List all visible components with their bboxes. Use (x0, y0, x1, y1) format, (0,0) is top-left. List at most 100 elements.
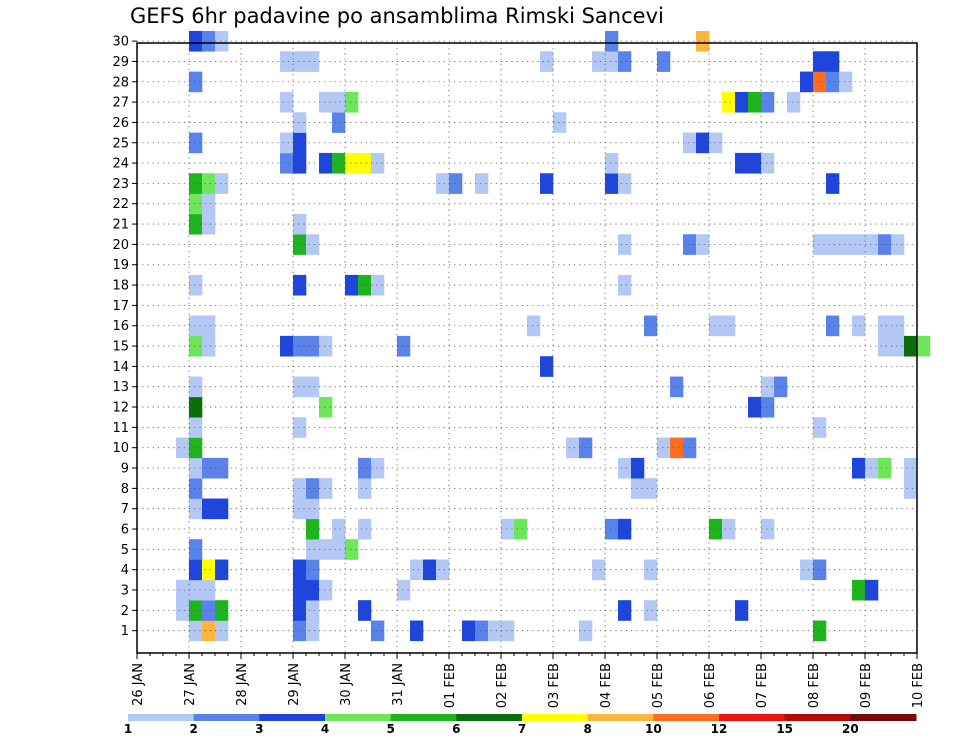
precip-cell (319, 335, 333, 357)
precip-cell (306, 518, 320, 540)
precip-cell (826, 315, 840, 337)
precip-cell (410, 559, 424, 581)
precip-cell (683, 132, 697, 154)
colorbar-label: 15 (776, 722, 793, 736)
precip-cell (865, 579, 879, 601)
precip-cell (514, 518, 528, 540)
y-axis: 1234567891011121314151617181920212223242… (112, 35, 137, 639)
x-tick-label: 30 JAN (339, 663, 354, 706)
precip-cell (332, 91, 346, 113)
precip-cell (410, 620, 424, 642)
precip-cell (748, 152, 762, 174)
precip-cell (293, 112, 307, 133)
precip-cell (709, 132, 723, 154)
precip-cell (436, 559, 450, 581)
precip-cell (371, 274, 385, 296)
y-tick-label: 29 (112, 55, 129, 70)
y-tick-label: 20 (112, 238, 129, 253)
precip-cell (293, 498, 307, 520)
precip-cell (319, 579, 333, 601)
precip-cell (605, 51, 619, 72)
precip-cell (293, 51, 307, 72)
precip-cell (293, 213, 307, 235)
precip-cell (189, 30, 203, 52)
precip-cell (189, 335, 203, 357)
precip-cell (189, 498, 203, 520)
precip-cell (748, 396, 762, 418)
precip-cell (618, 234, 632, 255)
x-tick-label: 06 FEB (703, 663, 718, 708)
colorbar-swatch (456, 714, 523, 721)
precip-cell (761, 518, 775, 540)
precip-cell (306, 539, 320, 560)
precip-cell (813, 71, 827, 93)
y-tick-label: 15 (112, 340, 129, 355)
precip-cell (332, 152, 346, 174)
y-tick-label: 24 (112, 157, 129, 172)
precip-cell (761, 376, 775, 398)
x-tick-label: 29 JAN (287, 663, 302, 706)
precip-cell (215, 30, 229, 52)
precip-cell (436, 173, 450, 194)
precip-cell (189, 376, 203, 398)
precip-cell (683, 234, 697, 255)
precip-cell (761, 152, 775, 174)
precip-cell (891, 335, 905, 357)
colorbar-label: 10 (645, 722, 662, 736)
precip-cell (189, 132, 203, 154)
precip-cell (189, 579, 203, 601)
precip-cell (202, 173, 216, 194)
y-tick-label: 10 (112, 441, 129, 456)
x-tick-label: 09 FEB (859, 663, 874, 708)
colorbar-label: 12 (711, 722, 728, 736)
x-tick-label: 28 JAN (235, 663, 250, 706)
colorbar-swatch (128, 714, 195, 721)
precip-cell (358, 518, 372, 540)
precip-cell (280, 335, 294, 357)
precip-cell (618, 518, 632, 540)
precip-cell (631, 478, 645, 499)
precip-cell (761, 396, 775, 418)
precip-cell (657, 437, 671, 459)
precip-cell (189, 396, 203, 418)
y-tick-label: 17 (112, 299, 129, 314)
precip-cell (605, 30, 619, 52)
precip-cell (345, 91, 359, 113)
chart-title: GEFS 6hr padavine po ansamblima Rimski S… (130, 4, 664, 28)
colorbar-label: 1 (124, 722, 132, 736)
precip-cell (306, 600, 320, 621)
precip-cell (579, 620, 593, 642)
colorbar-swatch (850, 714, 917, 721)
precip-cell (293, 620, 307, 642)
precip-cell (618, 173, 632, 194)
x-tick-label: 04 FEB (599, 663, 614, 708)
precip-cell (813, 559, 827, 581)
precip-cell (878, 335, 892, 357)
y-tick-label: 12 (112, 401, 129, 416)
precip-cell (215, 559, 229, 581)
precip-cell (306, 559, 320, 581)
precip-cell (332, 539, 346, 560)
precip-cell (774, 376, 788, 398)
precip-cell (319, 539, 333, 560)
colorbar-swatch (784, 714, 851, 721)
precip-cell (683, 437, 697, 459)
precip-cell (371, 457, 385, 479)
precip-cell (293, 579, 307, 601)
y-tick-label: 19 (112, 258, 129, 273)
precip-cell (215, 620, 229, 642)
precip-cell (631, 457, 645, 479)
precip-cell (696, 30, 710, 52)
precip-cell (358, 600, 372, 621)
precip-cell (176, 600, 190, 621)
x-tick-label: 01 FEB (443, 663, 458, 708)
precip-cell (306, 51, 320, 72)
precip-cell (397, 335, 411, 357)
precip-cell (540, 173, 554, 194)
precip-cell (878, 234, 892, 255)
colorbar-label: 3 (255, 722, 263, 736)
precip-cell (189, 600, 203, 621)
precip-cell (319, 152, 333, 174)
precip-cell (592, 559, 606, 581)
precip-cell (709, 315, 723, 337)
